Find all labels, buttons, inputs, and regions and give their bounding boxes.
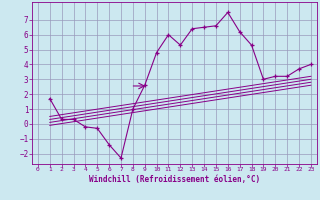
- X-axis label: Windchill (Refroidissement éolien,°C): Windchill (Refroidissement éolien,°C): [89, 175, 260, 184]
